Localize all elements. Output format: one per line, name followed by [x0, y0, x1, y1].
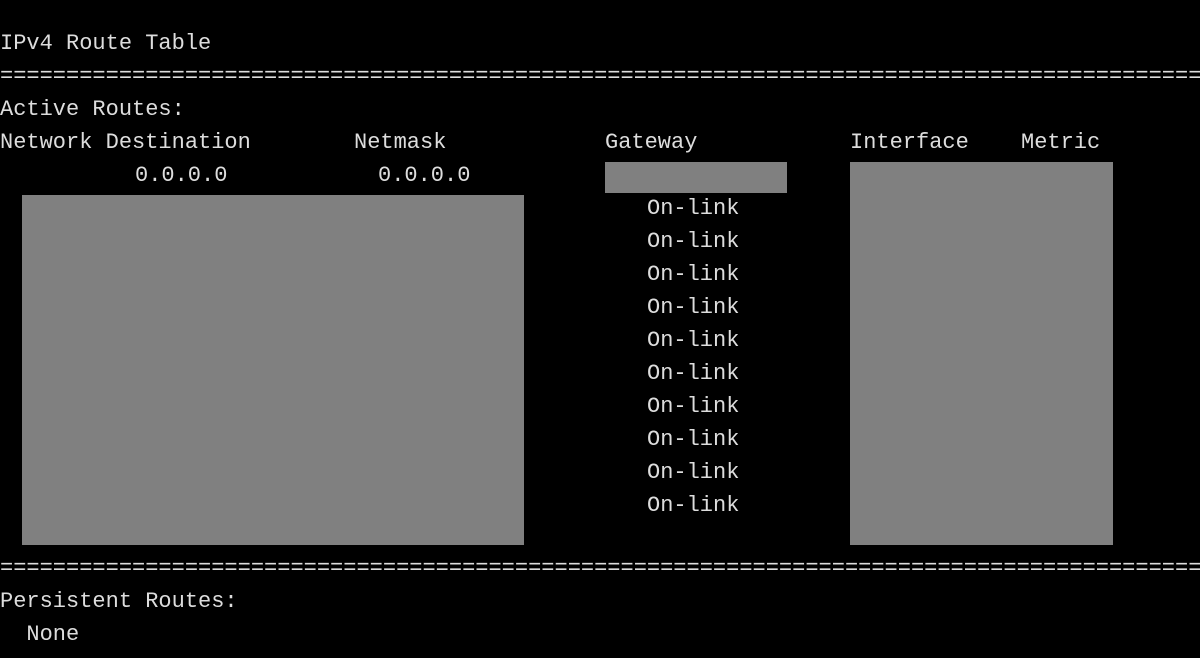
header-interface: Interface [850, 126, 969, 159]
header-metric: Metric [1021, 126, 1100, 159]
header-gateway: Gateway [605, 126, 697, 159]
separator-top: ========================================… [0, 60, 1200, 93]
persistent-routes-heading: Persistent Routes: [0, 585, 1200, 618]
redaction-right-block [850, 162, 1113, 545]
cell-gateway: On-link [647, 324, 739, 357]
active-routes-text: Active Routes: [0, 97, 185, 122]
title-text: IPv4 Route Table [0, 31, 211, 56]
terminal-screen: IPv4 Route Table =======================… [0, 0, 1200, 658]
persistent-routes-value-row: None [0, 618, 1200, 651]
separator-bottom: ========================================… [0, 552, 1200, 585]
cell-gateway: On-link [647, 192, 739, 225]
cell-gateway: On-link [647, 423, 739, 456]
header-destination: Network Destination [0, 126, 251, 159]
cell-netmask: 0.0.0.0 [378, 159, 470, 192]
cell-gateway: On-link [647, 390, 739, 423]
persistent-routes-text: Persistent Routes: [0, 589, 238, 614]
cell-gateway: On-link [647, 258, 739, 291]
active-routes-heading: Active Routes: [0, 93, 1200, 126]
header-netmask: Netmask [354, 126, 446, 159]
redaction-left-block [22, 195, 524, 545]
separator-text: ========================================… [0, 64, 1200, 89]
route-table-title: IPv4 Route Table [0, 27, 1200, 60]
cell-destination: 0.0.0.0 [135, 159, 227, 192]
cell-gateway: On-link [647, 489, 739, 522]
cell-gateway: On-link [647, 225, 739, 258]
redaction-gateway-row0 [605, 162, 787, 193]
cell-gateway: On-link [647, 291, 739, 324]
table-header-row: Network Destination Netmask Gateway Inte… [0, 126, 1200, 159]
cell-gateway: On-link [647, 357, 739, 390]
persistent-routes-value: None [0, 622, 79, 647]
cell-gateway: On-link [647, 456, 739, 489]
separator-text: ========================================… [0, 556, 1200, 581]
